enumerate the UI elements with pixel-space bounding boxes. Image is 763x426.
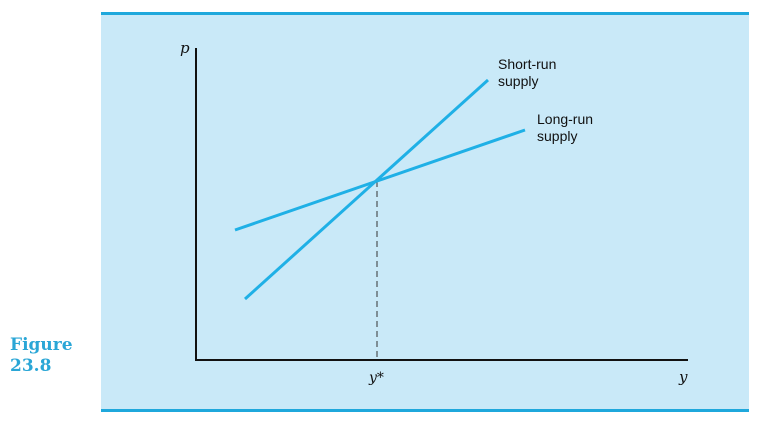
- figure-caption: Figure 23.8: [10, 335, 90, 377]
- short-run-label-line1: Short-run: [498, 56, 556, 72]
- bottom-rule: [101, 409, 749, 412]
- long-run-supply-curve: [234, 128, 526, 232]
- long-run-label-line1: Long-run: [537, 111, 593, 127]
- diagram-panel: p y y* Short-run supply Long-run supply: [101, 12, 749, 412]
- short-run-supply-curve: [243, 78, 490, 301]
- figure-caption-number: 23.8: [10, 356, 52, 376]
- y-axis-label: p: [180, 39, 190, 57]
- supply-diagram: p y y* Short-run supply Long-run supply: [101, 12, 749, 412]
- long-run-label-line2: supply: [537, 128, 577, 144]
- short-run-label-line2: supply: [498, 73, 538, 89]
- figure-caption-word: Figure: [10, 335, 73, 355]
- top-rule: [101, 12, 749, 15]
- equilibrium-quantity-label: y*: [368, 370, 384, 386]
- panel-background: [101, 12, 749, 412]
- x-axis-label: y: [678, 368, 688, 386]
